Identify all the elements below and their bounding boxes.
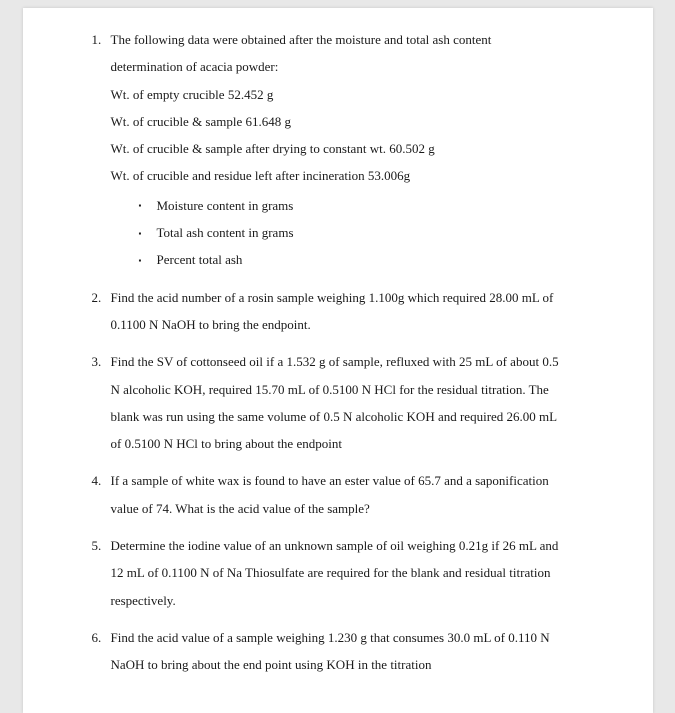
- q6-line: NaOH to bring about the end point using …: [111, 651, 603, 678]
- q2-line: Find the acid number of a rosin sample w…: [111, 284, 603, 311]
- q3-line: Find the SV of cottonseed oil if a 1.532…: [111, 348, 603, 375]
- q1-line: Wt. of crucible and residue left after i…: [111, 162, 603, 189]
- q5-line: respectively.: [111, 587, 603, 614]
- q2-line: 0.1100 N NaOH to bring the endpoint.: [111, 311, 603, 338]
- question-6: Find the acid value of a sample weighing…: [105, 624, 603, 679]
- q5-line: 12 mL of 0.1100 N of Na Thiosulfate are …: [111, 559, 603, 586]
- q5-line: Determine the iodine value of an unknown…: [111, 532, 603, 559]
- question-2: Find the acid number of a rosin sample w…: [105, 284, 603, 339]
- question-4: If a sample of white wax is found to hav…: [105, 467, 603, 522]
- q1-line: determination of acacia powder:: [111, 53, 603, 80]
- q4-line: value of 74. What is the acid value of t…: [111, 495, 603, 522]
- question-list: The following data were obtained after t…: [73, 26, 603, 679]
- q1-bullet: Moisture content in grams: [139, 192, 603, 219]
- q1-line: Wt. of empty crucible 52.452 g: [111, 81, 603, 108]
- q3-line: blank was run using the same volume of 0…: [111, 403, 603, 430]
- question-5: Determine the iodine value of an unknown…: [105, 532, 603, 614]
- q1-line: Wt. of crucible & sample after drying to…: [111, 135, 603, 162]
- q1-bullets: Moisture content in grams Total ash cont…: [111, 192, 603, 274]
- question-1: The following data were obtained after t…: [105, 26, 603, 274]
- question-3: Find the SV of cottonseed oil if a 1.532…: [105, 348, 603, 457]
- q3-line: N alcoholic KOH, required 15.70 mL of 0.…: [111, 376, 603, 403]
- q4-line: If a sample of white wax is found to hav…: [111, 467, 603, 494]
- q1-bullet: Percent total ash: [139, 246, 603, 273]
- q1-line: Wt. of crucible & sample 61.648 g: [111, 108, 603, 135]
- q3-line: of 0.5100 N HCl to bring about the endpo…: [111, 430, 603, 457]
- q1-line: The following data were obtained after t…: [111, 26, 603, 53]
- q6-line: Find the acid value of a sample weighing…: [111, 624, 603, 651]
- q1-bullet: Total ash content in grams: [139, 219, 603, 246]
- document-page: The following data were obtained after t…: [23, 8, 653, 713]
